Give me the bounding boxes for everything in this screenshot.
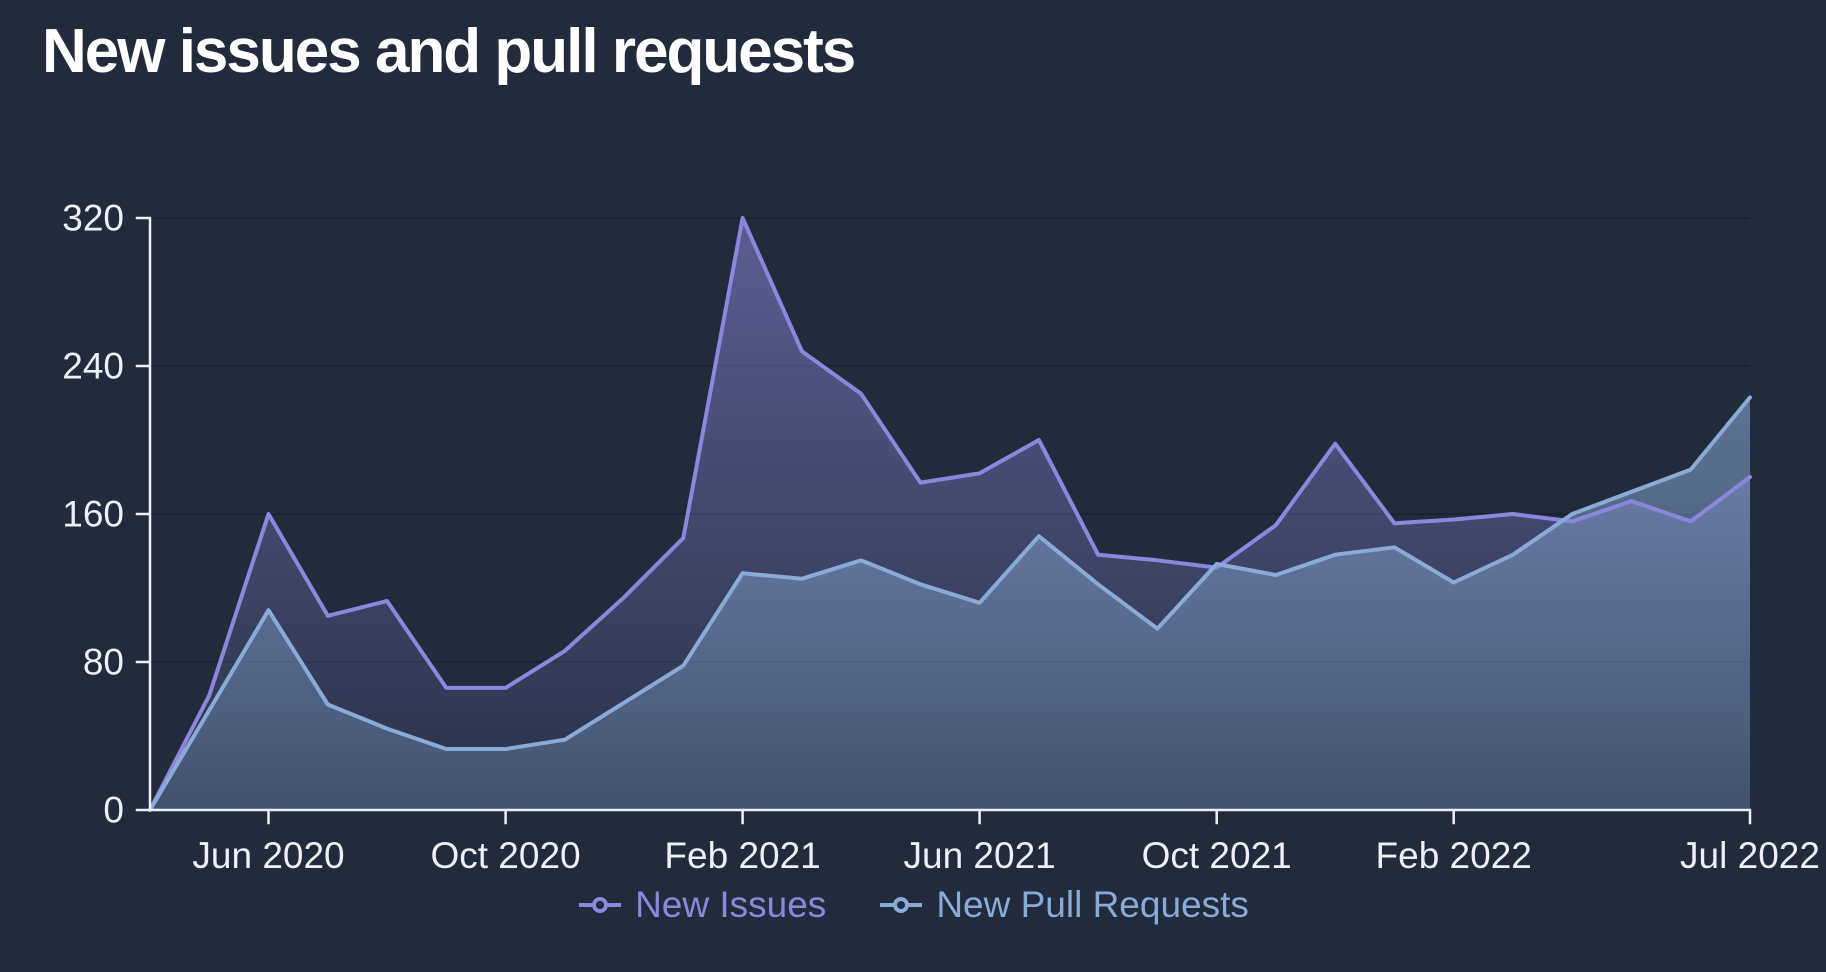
legend-label: New Pull Requests bbox=[936, 884, 1249, 925]
y-tick-label: 240 bbox=[62, 346, 124, 387]
chart-title: New issues and pull requests bbox=[42, 17, 856, 86]
x-tick-label: Feb 2022 bbox=[1376, 835, 1532, 876]
new-pull-requests-area bbox=[150, 397, 1750, 810]
x-tick-label: Jun 2021 bbox=[904, 835, 1056, 876]
x-tick-label: Feb 2021 bbox=[664, 835, 820, 876]
x-tick-label: Jun 2020 bbox=[192, 835, 344, 876]
y-tick-label: 80 bbox=[83, 642, 124, 683]
y-tick-label: 160 bbox=[62, 494, 124, 535]
line-circle-icon bbox=[579, 897, 622, 913]
new-issues-line bbox=[148, 216, 1752, 812]
x-tick-label: Jul 2022 bbox=[1680, 835, 1820, 876]
line-circle-icon bbox=[880, 897, 923, 913]
legend-item-new-issues[interactable]: New Issues bbox=[577, 884, 826, 926]
x-tick-label: Oct 2020 bbox=[430, 835, 580, 876]
legend-label: New Issues bbox=[635, 884, 827, 925]
chart-legend: New Issues New Pull Requests bbox=[0, 884, 1826, 926]
axes bbox=[135, 216, 1752, 825]
y-tick-label: 320 bbox=[62, 198, 124, 239]
new-pull-requests-line bbox=[148, 395, 1752, 812]
x-tick-label: Oct 2021 bbox=[1142, 835, 1292, 876]
legend-item-new-pull-requests[interactable]: New Pull Requests bbox=[878, 884, 1249, 926]
y-tick-label: 0 bbox=[103, 790, 124, 831]
